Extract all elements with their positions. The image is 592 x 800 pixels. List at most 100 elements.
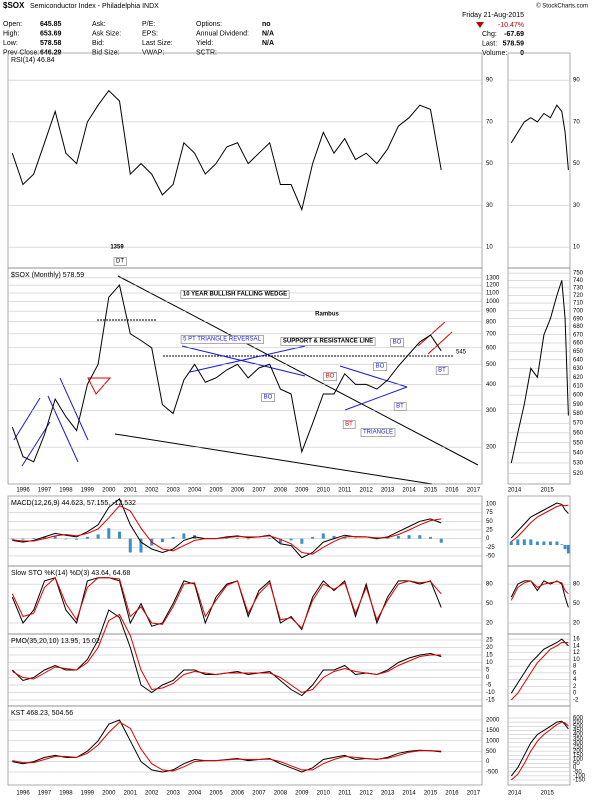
mini-frame xyxy=(507,52,571,269)
y-tick-label: 80 xyxy=(486,582,493,588)
y-tick-label: 570 xyxy=(573,421,584,427)
histogram-bar xyxy=(246,538,250,540)
x-tick-label: 2004 xyxy=(188,488,202,494)
histogram-bar xyxy=(278,538,282,544)
histogram-bar xyxy=(128,538,132,553)
y-tick-label: 50 xyxy=(486,519,493,525)
y-tick-label: 540 xyxy=(573,450,584,456)
x-tick-label: 2002 xyxy=(145,488,159,494)
channel-line xyxy=(59,377,89,441)
quote-label: Open: xyxy=(3,21,22,28)
y-tick-label: 630 xyxy=(573,366,584,372)
red-channel xyxy=(427,331,453,355)
x-tick-label: 1996 xyxy=(16,488,30,494)
x-tick-label: 2014 xyxy=(402,488,416,494)
quote-label: Chg: xyxy=(482,31,497,38)
panel-label: PMO(35,20,10) 13.95, 15.02 xyxy=(11,638,100,645)
y-tick-label: 800 xyxy=(486,319,497,325)
histogram-bar xyxy=(53,536,57,539)
down-arrow xyxy=(476,22,484,28)
y-tick-label: 1500 xyxy=(486,728,500,734)
x-tick-label: 2017 xyxy=(467,488,481,494)
y-tick-label: 150 xyxy=(573,753,584,759)
y-tick-label: 690 xyxy=(573,316,584,322)
annotation: BT xyxy=(396,404,404,410)
wedge-bottom xyxy=(114,433,433,485)
x-tick-label: 2014 xyxy=(402,791,416,797)
histogram-bar xyxy=(418,535,422,539)
histogram-bar xyxy=(139,538,143,553)
annotation-box xyxy=(390,338,404,347)
y-tick-label: 620 xyxy=(573,375,584,381)
y-tick-label: 660 xyxy=(573,341,584,347)
y-tick-label: 600 xyxy=(573,716,584,722)
y-tick-label: 1200 xyxy=(486,283,500,289)
y-tick-label: -10 xyxy=(486,690,495,696)
annotation-box xyxy=(373,362,387,371)
x-tick-label: 1996 xyxy=(16,791,30,797)
series-line xyxy=(11,284,442,463)
y-tick-label: 670 xyxy=(573,332,584,338)
histogram-bar xyxy=(171,536,175,539)
quote-label: EPS: xyxy=(142,30,158,37)
channel-line xyxy=(13,397,41,441)
y-tick-label: -25 xyxy=(486,545,495,551)
histogram-bar xyxy=(311,536,315,539)
quote-label: Annual Dividend: xyxy=(196,30,249,37)
y-tick-label: 550 xyxy=(573,720,584,726)
histogram-bar xyxy=(64,538,68,540)
y-tick-label: 530 xyxy=(573,461,584,467)
histogram-bar xyxy=(407,535,411,539)
y-tick-label: 580 xyxy=(573,411,584,417)
series-line xyxy=(12,497,442,559)
quote-label: Yield: xyxy=(196,40,213,47)
x-tick-label: 2013 xyxy=(381,791,395,797)
series-line xyxy=(510,580,569,601)
quote-value: 645.85 xyxy=(40,21,62,28)
y-tick-label: 14 xyxy=(573,643,580,649)
histogram-bar xyxy=(516,539,520,545)
index-name: Semiconductor Index - Philadelphia INDX xyxy=(30,3,159,10)
annotation: SUPPORT & RESISTANCE LINE xyxy=(283,339,373,345)
histogram-bar xyxy=(21,538,25,540)
y-tick-label: 90 xyxy=(573,78,580,84)
y-tick-label: 640 xyxy=(573,357,584,363)
histogram-bar xyxy=(429,536,433,539)
triangle-line xyxy=(189,345,306,373)
y-tick-label: -50 xyxy=(486,554,495,560)
annotation: BO xyxy=(264,395,273,401)
annotation-box xyxy=(435,366,449,375)
y-tick-label: 600 xyxy=(486,345,497,351)
quote-label: High: xyxy=(3,30,19,37)
y-tick-label: 590 xyxy=(573,402,584,408)
annotation: 10 YEAR BULLISH FALLING WEDGE xyxy=(183,292,287,298)
series-line xyxy=(11,89,442,212)
y-tick-label: 30 xyxy=(573,203,580,209)
y-tick-label: 740 xyxy=(573,278,584,284)
x-tick-label: 2008 xyxy=(274,791,288,797)
histogram-bar xyxy=(548,541,552,545)
mini-frame xyxy=(507,565,571,635)
y-tick-label: 20 xyxy=(486,621,493,627)
y-tick-label: -15 xyxy=(486,698,495,704)
annotation: BO xyxy=(326,374,335,380)
y-tick-label: 650 xyxy=(573,349,584,355)
quote-value: -67.69 xyxy=(504,31,524,38)
y-tick-label: 5 xyxy=(486,668,490,674)
annotation: Rambus xyxy=(315,312,339,318)
series-line xyxy=(510,280,569,464)
histogram-bar xyxy=(542,541,546,545)
x-tick-label: 2015 xyxy=(540,791,554,797)
series-line xyxy=(510,104,569,170)
y-tick-label: 30 xyxy=(486,203,493,209)
annotation: 5 PT TRIANGLE REVERSAL xyxy=(183,337,261,343)
mini-frame xyxy=(507,267,571,485)
x-tick-label: 1997 xyxy=(38,488,52,494)
x-tick-label: 2008 xyxy=(274,488,288,494)
y-tick-label: 50 xyxy=(573,601,580,607)
x-tick-label: 2015 xyxy=(424,488,438,494)
histogram-bar xyxy=(268,537,272,539)
y-tick-label: 15 xyxy=(486,653,493,659)
y-tick-label: 70 xyxy=(573,119,580,125)
series-line xyxy=(12,721,442,772)
